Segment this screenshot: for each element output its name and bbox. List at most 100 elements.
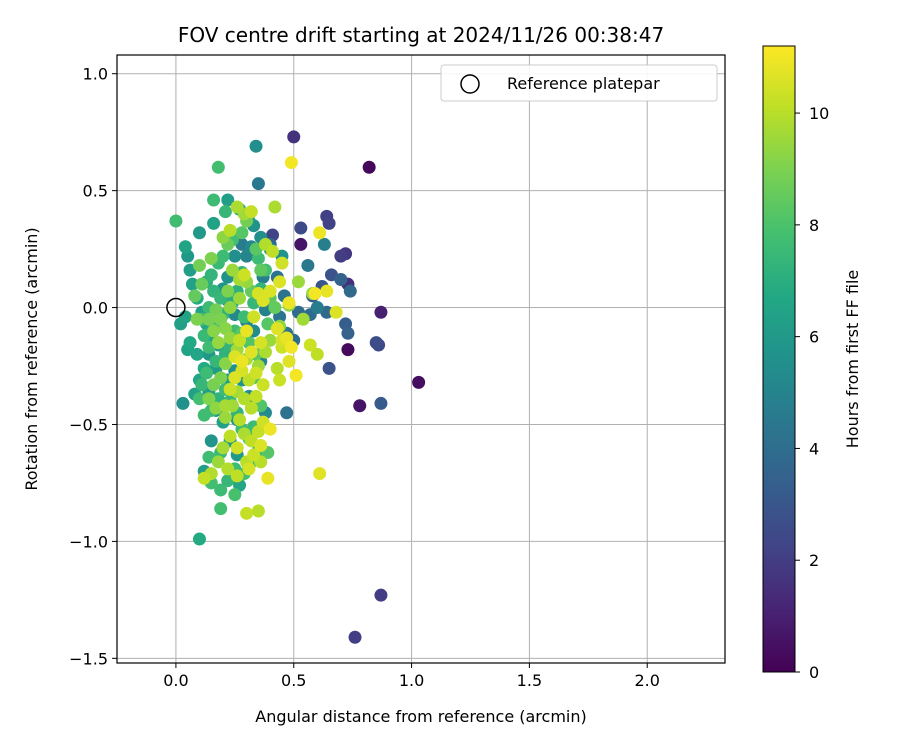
data-point [308,287,322,301]
grid-lines [117,55,725,663]
data-point [310,301,324,315]
data-point [263,284,277,298]
data-point [221,462,235,476]
data-point [237,268,251,282]
data-point [190,347,204,361]
data-point [195,277,209,291]
data-point [270,322,284,336]
y-tick-label: 1.0 [83,65,108,84]
data-point [223,223,237,237]
data-point [204,434,218,448]
reference-platepar-marker [166,297,186,318]
data-point [294,221,308,235]
data-point [228,371,242,385]
data-point [214,502,228,516]
colorbar-tick-label: 10 [809,104,829,123]
data-point [202,392,216,406]
data-point [211,336,225,350]
x-tick-label: 0.0 [163,671,188,690]
data-point [240,506,254,520]
plot-frame [116,54,726,664]
data-point [348,630,362,644]
data-point [233,333,247,347]
data-point [204,251,218,265]
data-point [412,375,426,389]
data-point [334,272,348,286]
data-point [223,382,237,396]
data-point [343,284,357,298]
data-point [256,378,270,392]
data-point [218,399,232,413]
data-point [362,160,376,174]
data-point [294,237,308,251]
data-point [313,467,327,481]
data-point [270,361,284,375]
data-point [322,216,336,230]
data-point [192,226,206,240]
data-point [230,200,244,214]
data-point [169,214,183,228]
data-point [322,361,336,375]
data-point [244,205,258,219]
data-point [240,324,254,338]
data-point [244,401,258,415]
data-point [261,471,275,485]
data-point [192,532,206,546]
data-point [207,216,221,230]
data-point [228,249,242,263]
data-point [233,291,247,305]
data-point [353,399,367,413]
data-point [273,373,287,387]
data-point [254,263,268,277]
data-point [244,345,258,359]
legend-entry-reference-platepar: Reference platepar [507,74,660,93]
data-point [317,237,331,251]
data-point [310,347,324,361]
data-point [211,160,225,174]
data-point [221,193,235,207]
legend-marker [460,74,480,94]
data-point [251,177,265,191]
data-point [254,439,268,453]
data-point [284,156,298,170]
chart-title: FOV centre drift starting at 2024/11/26 … [178,23,664,47]
y-tick-label: −1.5 [69,649,108,668]
data-point [266,244,280,258]
x-tick-label: 2.0 [635,671,660,690]
legend: Reference platepar [440,64,718,102]
data-point [374,396,388,410]
data-point [200,366,214,380]
data-point [216,249,230,263]
y-tick-label: 0.5 [83,182,108,201]
data-point [223,429,237,443]
data-point [235,226,249,240]
data-point [223,301,237,315]
data-point [185,277,199,291]
data-point [197,471,211,485]
data-point [242,462,256,476]
data-point [320,284,334,298]
x-tick-label: 0.5 [281,671,306,690]
x-axis-label: Angular distance from reference (arcmin) [255,707,586,726]
y-axis-label: Rotation from reference (arcmin) [22,227,41,490]
data-point [207,324,221,338]
data-point [176,396,190,410]
colorbar-ticks: 0 2 4 6 8 10 [795,104,829,682]
data-point [192,392,206,406]
data-point [249,139,263,153]
data-point [190,312,204,326]
data-point [282,296,296,310]
data-point [237,310,251,324]
legend-box [440,64,718,102]
data-point [249,389,263,403]
data-point [341,326,355,340]
data-point [313,226,327,240]
x-tick-label: 1.0 [399,671,424,690]
data-point [247,448,261,462]
data-points [169,130,426,644]
data-point [195,378,209,392]
data-point [275,256,289,270]
data-point [341,343,355,357]
data-point [296,312,310,326]
